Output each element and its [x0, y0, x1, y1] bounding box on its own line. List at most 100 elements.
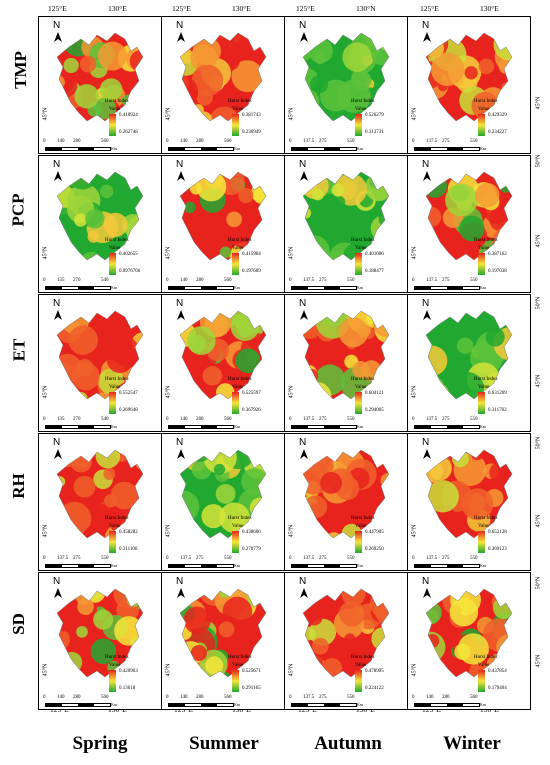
- scale-bar: 0 140 280 560 Km: [412, 695, 492, 707]
- north-arrow-icon: N: [420, 20, 434, 43]
- legend-low-value: 0.197038: [488, 269, 507, 274]
- scale-bar-line: [168, 703, 234, 707]
- north-arrow-icon: N: [174, 20, 188, 43]
- map-panel-tmp-summer: N 45°N Hurst Index Value 0.381743 0.236949 0 14…: [161, 16, 285, 154]
- panel-lat-label: 45°N: [42, 107, 49, 121]
- scale-bar-label: 137.5: [426, 417, 438, 422]
- legend-title: Hurst Index: [228, 655, 252, 660]
- row-label-sd: SD: [8, 613, 28, 635]
- panel-lat-label: 45°N: [411, 107, 418, 121]
- scale-bar-label: 275: [319, 695, 327, 700]
- north-arrow-icon: N: [420, 576, 434, 599]
- region-map: [179, 449, 267, 539]
- legend-low-value: 0.262748: [119, 130, 138, 135]
- panel-lat-label: 45°N: [165, 524, 172, 538]
- panel-lat-label: 45°N: [42, 246, 49, 260]
- scale-bar: 0 137.5 275 550 Km: [289, 139, 369, 151]
- scale-bar-label: 550: [470, 278, 478, 283]
- legend-high-value: 0.420963: [119, 669, 138, 674]
- region-map: [302, 171, 390, 261]
- north-arrow-icon: N: [297, 20, 311, 43]
- scale-bar-label: 0: [166, 556, 169, 561]
- scale-bar: 0 140 280 560 Km: [43, 139, 123, 151]
- map-panel-rh-autumn: N 45°N Hurst Index Value 0.447905 0.269250 0 13…: [284, 433, 408, 571]
- scale-bar-line: [291, 564, 357, 568]
- scale-bar-line: [414, 286, 480, 290]
- region-map: [56, 32, 144, 122]
- scale-bar-unit: Km: [480, 285, 486, 290]
- panel-lat-label: 45°N: [42, 524, 49, 538]
- legend-color-ramp: [478, 253, 485, 275]
- north-arrow-icon: N: [174, 159, 188, 182]
- scale-bar: 0 135 270 540 Km: [43, 278, 123, 290]
- north-arrow-icon: N: [297, 576, 311, 599]
- region-map: [425, 449, 513, 539]
- scale-bar-label: 280: [196, 139, 204, 144]
- legend-high-value: 0.525671: [242, 669, 261, 674]
- legend-low-value: 0.291165: [242, 686, 261, 691]
- scale-bar-unit: Km: [234, 285, 240, 290]
- legend-title: Hurst Index: [105, 377, 129, 382]
- legend-title: Hurst Index: [351, 655, 375, 660]
- scale-bar: 0 140 280 560 Km: [166, 278, 246, 290]
- legend-high-value: 0.458282: [119, 530, 138, 535]
- scale-bar-label: 137.5: [303, 417, 315, 422]
- region-map: [425, 588, 513, 678]
- north-arrow-icon: N: [51, 576, 65, 599]
- scale-bar-label: 280: [442, 695, 450, 700]
- scale-bar-line: [291, 147, 357, 151]
- legend-color-ramp: [232, 253, 239, 275]
- legend-title: Hurst Index: [474, 99, 498, 104]
- legend-title: Hurst Index: [474, 516, 498, 521]
- scale-bar: 0 140 280 560 Km: [166, 695, 246, 707]
- scale-bar-label: 275: [196, 556, 204, 561]
- legend-high-value: 0.401006: [365, 252, 384, 257]
- map-panel-rh-spring: N 45°N Hurst Index Value 0.458282 0.311106 0 13…: [38, 433, 162, 571]
- scale-bar-label: 140: [180, 695, 188, 700]
- region-map: [425, 171, 513, 261]
- scale-bar-label: 0: [412, 417, 415, 422]
- scale-bar-label: 550: [470, 556, 478, 561]
- legend-color-ramp: [232, 531, 239, 553]
- legend-value-label: Value: [478, 107, 490, 112]
- scale-bar: 0 137.5 275 550 Km: [412, 417, 492, 429]
- hurst-legend: Hurst Index Value 0.381743 0.236949: [228, 99, 280, 139]
- legend-high-value: 0.447905: [365, 530, 384, 535]
- scale-bar-label: 137.5: [303, 695, 315, 700]
- legend-color-ramp: [109, 670, 116, 692]
- scale-bar-label: 550: [224, 556, 232, 561]
- col-label-spring: Spring: [72, 733, 128, 754]
- scale-bar-unit: Km: [234, 563, 240, 568]
- scale-bar-label: 550: [470, 417, 478, 422]
- legend-high-value: 0.381743: [242, 113, 261, 118]
- scale-bar: 0 135 270 540 Km: [43, 417, 123, 429]
- legend-low-value: 0.367926: [242, 408, 261, 413]
- scale-bar-label: 140: [180, 278, 188, 283]
- region-map: [56, 449, 144, 539]
- scale-bar-label: 275: [442, 278, 450, 283]
- scale-bar-label: 550: [347, 139, 355, 144]
- legend-color-ramp: [478, 531, 485, 553]
- legend-high-value: 0.438666: [242, 530, 261, 535]
- scale-bar-label: 0: [166, 695, 169, 700]
- map-panel-pcp-spring: N 45°N Hurst Index Value 0.402655 0.0976766 0 1…: [38, 155, 162, 293]
- side-lat-tick: 50°N: [535, 576, 542, 590]
- panel-lat-label: 45°N: [165, 246, 172, 260]
- legend-color-ramp: [232, 392, 239, 414]
- scale-bar-unit: Km: [234, 702, 240, 707]
- north-arrow-icon: N: [420, 159, 434, 182]
- map-panel-tmp-spring: N 45°N Hurst Index Value 0.410924 0.262748 0 14…: [38, 16, 162, 154]
- top-axis-tick: 125°E: [172, 4, 191, 13]
- legend-value-label: Value: [232, 107, 244, 112]
- hurst-legend: Hurst Index Value 0.525597 0.367926: [228, 377, 280, 417]
- scale-bar-label: 275: [442, 417, 450, 422]
- panel-lat-label: 45°N: [411, 663, 418, 677]
- scale-bar-label: 560: [470, 695, 478, 700]
- scale-bar-unit: Km: [111, 285, 117, 290]
- legend-high-value: 0.631269: [488, 391, 507, 396]
- row-label-et: ET: [9, 338, 28, 362]
- legend-low-value: 0.13618: [119, 686, 136, 691]
- legend-high-value: 0.387162: [488, 252, 507, 257]
- legend-low-value: 0.224122: [365, 686, 384, 691]
- map-panel-pcp-autumn: N 45°N Hurst Index Value 0.401006 0.188477 0 13…: [284, 155, 408, 293]
